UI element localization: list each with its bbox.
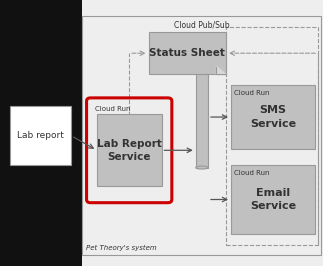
Bar — [97, 114, 162, 186]
Ellipse shape — [196, 166, 208, 169]
Text: Cloud Run: Cloud Run — [234, 90, 270, 97]
Ellipse shape — [196, 39, 208, 41]
Text: Cloud Pub/Sub: Cloud Pub/Sub — [174, 20, 230, 29]
Text: SMS
Service: SMS Service — [250, 105, 296, 129]
Polygon shape — [216, 66, 226, 74]
Text: Pet Theory's system: Pet Theory's system — [86, 245, 156, 251]
Bar — [82, 16, 321, 255]
Bar — [149, 32, 226, 74]
Bar — [226, 27, 318, 245]
Bar — [0, 0, 82, 266]
Text: Lab report: Lab report — [17, 131, 64, 140]
Text: Status Sheet: Status Sheet — [150, 48, 225, 58]
Text: Cloud Run: Cloud Run — [95, 106, 131, 113]
Bar — [10, 106, 71, 165]
Bar — [231, 85, 315, 149]
Text: Email
Service: Email Service — [250, 188, 296, 211]
Bar — [231, 165, 315, 234]
Text: Cloud Run: Cloud Run — [234, 170, 270, 176]
Text: Lab Report
Service: Lab Report Service — [97, 139, 162, 162]
Bar — [196, 40, 208, 168]
